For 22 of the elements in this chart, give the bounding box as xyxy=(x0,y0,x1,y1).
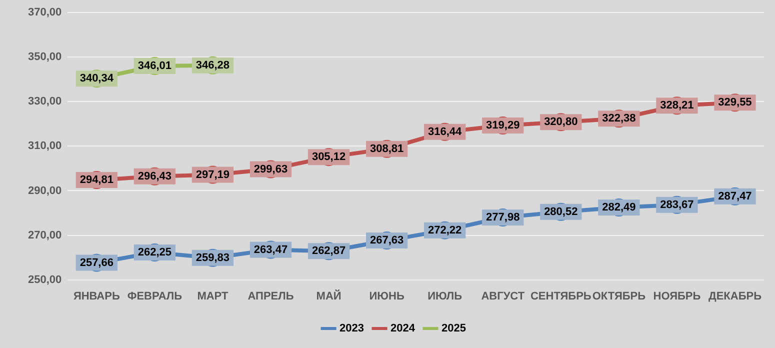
x-tick-label: ИЮЛЬ xyxy=(428,290,462,302)
legend-label: 2024 xyxy=(390,322,416,335)
x-tick-label: АВГУСТ xyxy=(481,290,525,302)
x-tick-label: ИЮНЬ xyxy=(369,290,404,302)
y-tick-label: 350,00 xyxy=(28,51,62,64)
x-tick-label: ДЕКАБРЬ xyxy=(708,290,762,302)
y-tick-label: 370,00 xyxy=(28,6,62,19)
x-tick-label: НОЯБРЬ xyxy=(653,290,701,302)
x-tick-label: ОКТЯБРЬ xyxy=(592,290,646,302)
y-tick-label: 270,00 xyxy=(28,229,62,242)
x-tick-label: МАРТ xyxy=(197,290,228,302)
y-tick-label: 250,00 xyxy=(28,274,62,286)
y-tick-label: 330,00 xyxy=(28,96,62,108)
x-tick-label: АПРЕЛЬ xyxy=(248,290,294,302)
legend-label: 2025 xyxy=(441,322,466,335)
x-tick-label: ЯНВАРЬ xyxy=(73,290,120,302)
legend-label: 2023 xyxy=(340,322,364,335)
x-tick-label: МАЙ xyxy=(316,289,342,302)
y-tick-label: 310,00 xyxy=(28,140,62,152)
x-tick-label: ФЕВРАЛЬ xyxy=(127,290,182,302)
x-tick-label: СЕНТЯБРЬ xyxy=(530,290,592,302)
y-tick-label: 290,00 xyxy=(28,184,62,197)
